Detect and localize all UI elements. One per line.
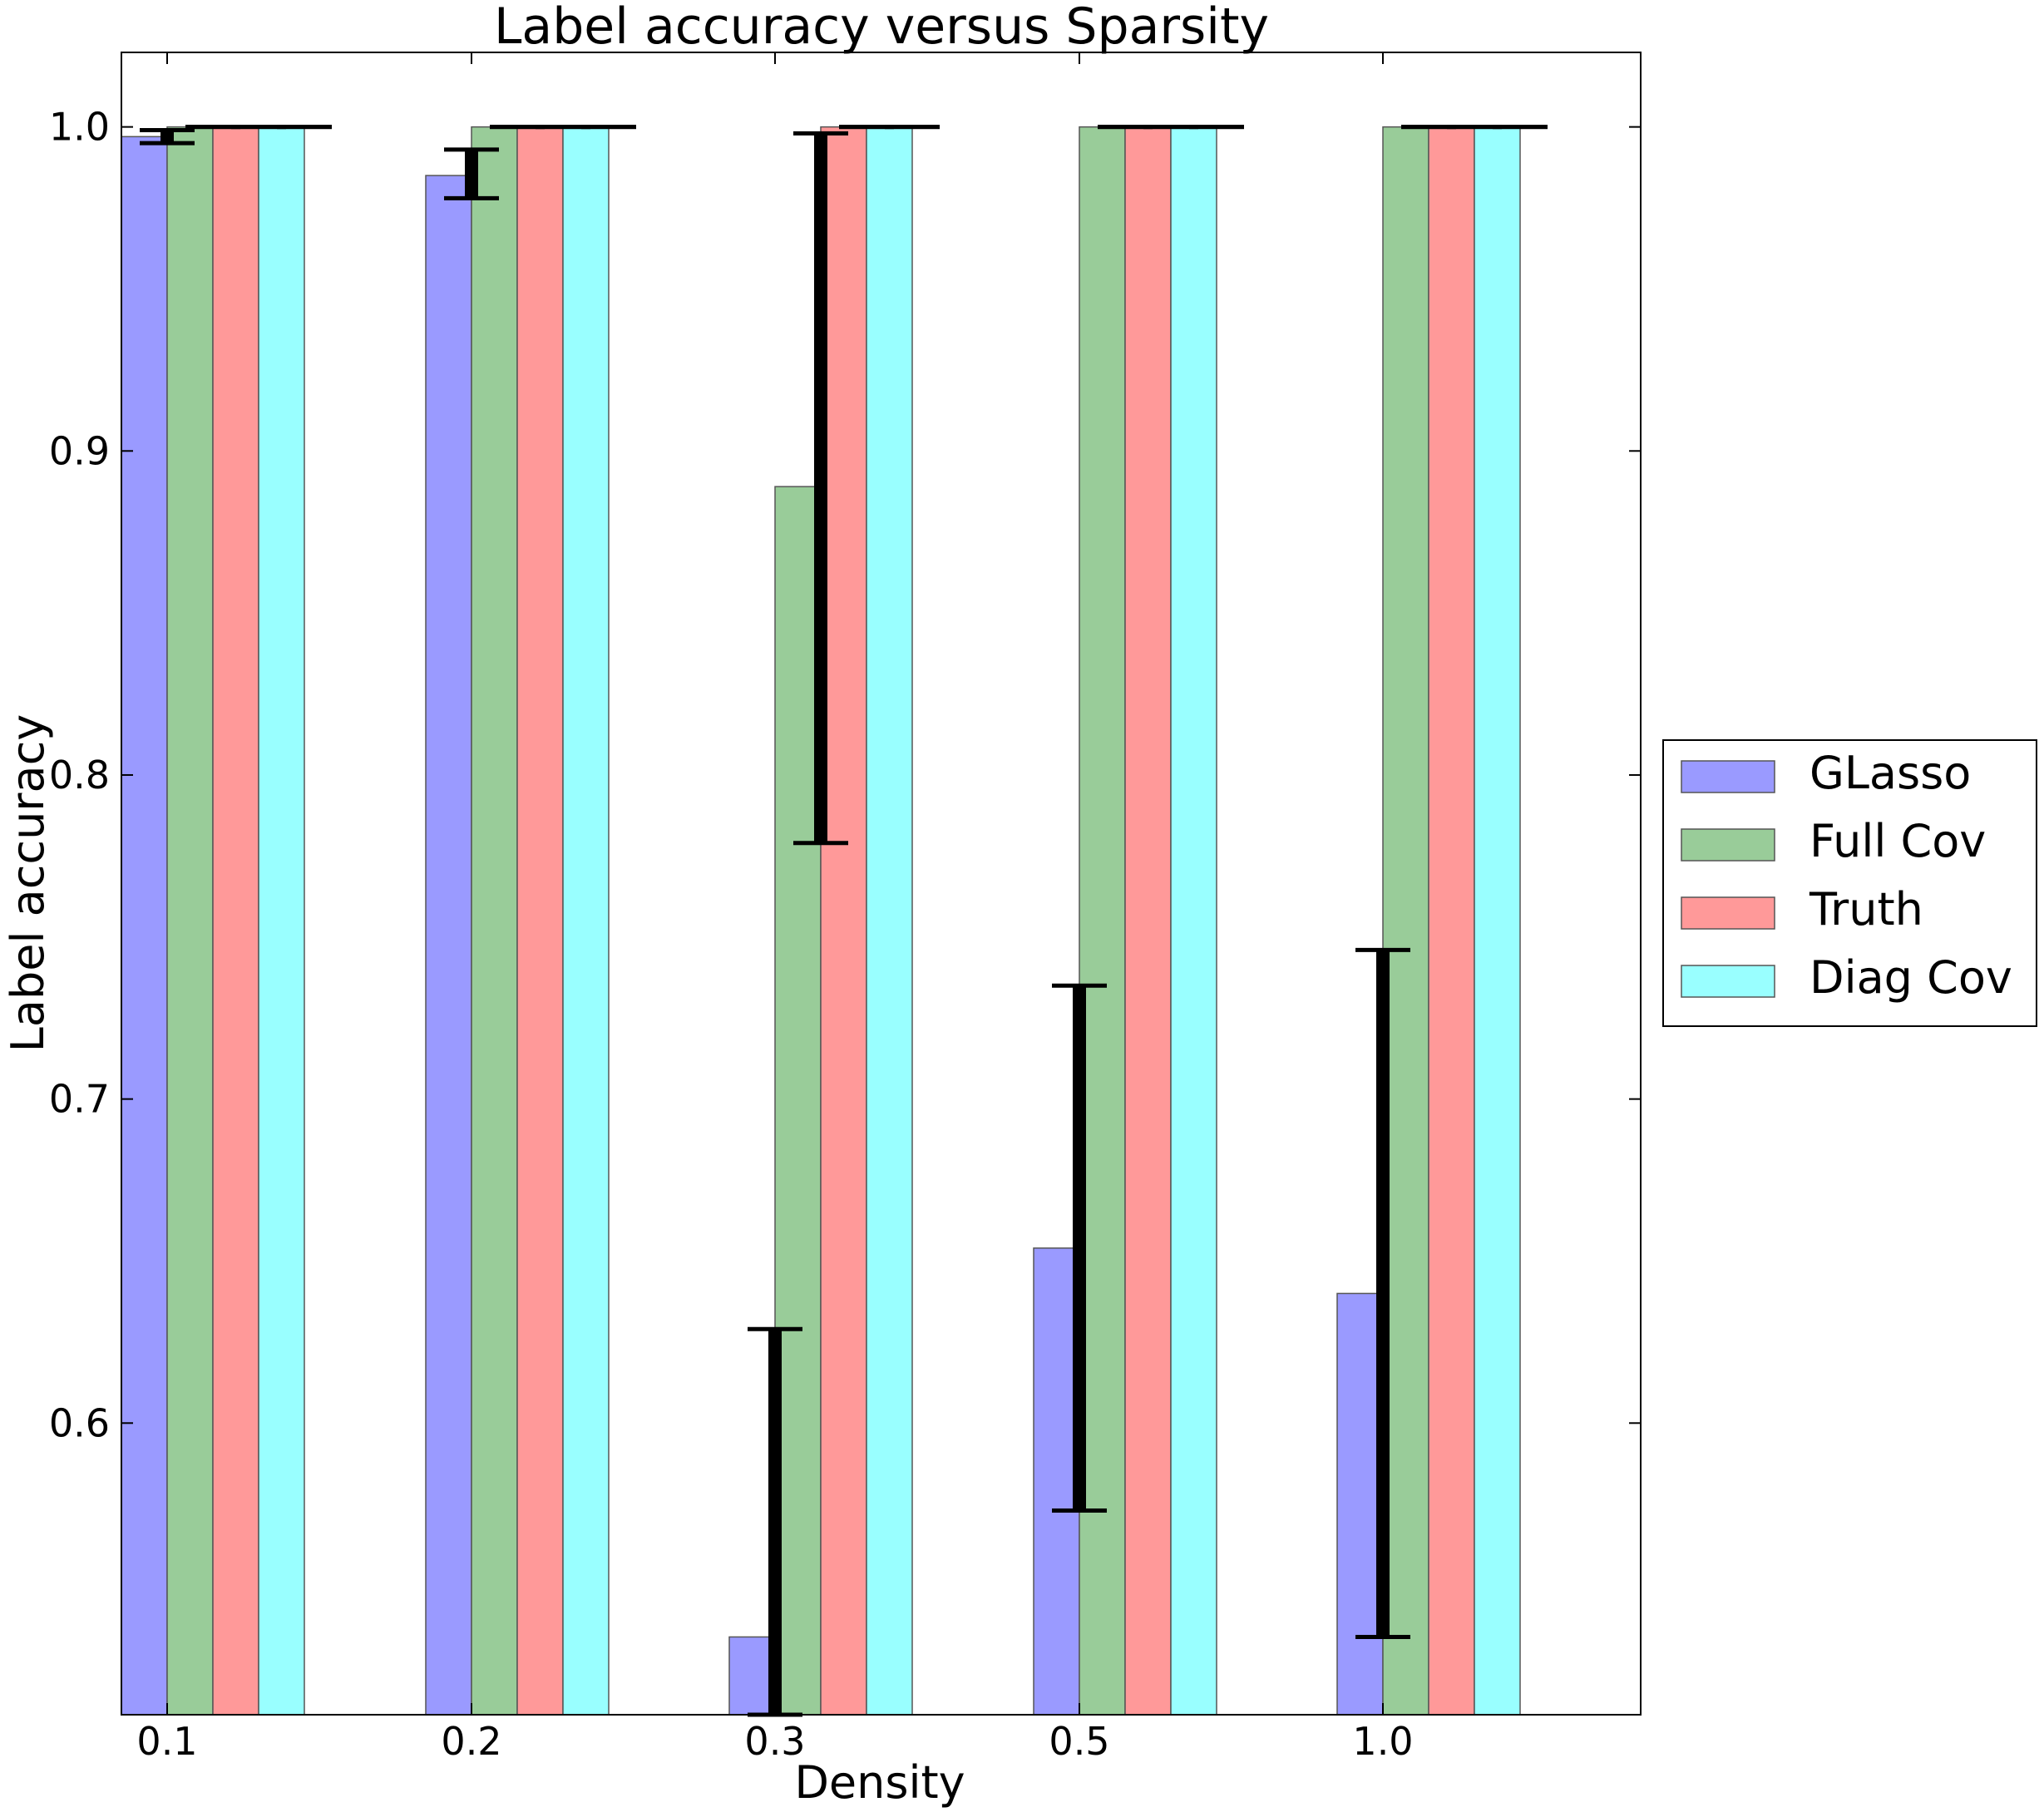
bar-glasso-0.3: [728, 1636, 776, 1716]
y-tick-label-0.9: 0.9: [49, 428, 110, 473]
bar-glasso-0.1: [121, 136, 168, 1716]
x-tick-label-0.1: 0.1: [136, 1719, 197, 1764]
errorbar-glasso-1.0: [1355, 947, 1410, 1639]
legend-label-glasso: GLasso: [1809, 747, 1971, 799]
bar-diag-cov-0.3: [866, 126, 913, 1716]
bar-diag-cov-1.0: [1474, 126, 1521, 1716]
bar-diag-cov-0.5: [1170, 126, 1217, 1716]
x-axis: 0.1 0.2 0.3 0.5 1.0: [136, 52, 1414, 1764]
x-tick-label-0.3: 0.3: [744, 1719, 805, 1764]
bar-truth-0.1: [212, 126, 259, 1716]
bar-glasso-0.5: [1033, 1247, 1080, 1716]
bar-truth-0.2: [516, 126, 564, 1716]
bar-full-cov-0.3: [774, 486, 822, 1716]
bar-truth-0.5: [1124, 126, 1172, 1716]
bar-full-cov-0.2: [471, 126, 518, 1716]
x-tick-label-0.5: 0.5: [1049, 1719, 1109, 1764]
y-tick-label-0.7: 0.7: [49, 1077, 110, 1122]
bar-truth-1.0: [1428, 126, 1475, 1716]
legend-swatch-truth: [1681, 896, 1775, 930]
x-tick-label-0.2: 0.2: [441, 1719, 501, 1764]
legend-items: GLasso Full Cov Truth Diag Cov: [1681, 747, 2012, 1004]
bar-full-cov-1.0: [1382, 126, 1429, 1716]
errorbars-layer: [140, 125, 1548, 1717]
errorbar-glasso-0.5: [1052, 983, 1107, 1513]
bar-full-cov-0.1: [166, 126, 214, 1716]
legend-swatch-diag-cov: [1681, 965, 1775, 998]
y-axis: 0.6 0.7 0.8 0.9 1.0: [49, 105, 1641, 1445]
bar-glasso-1.0: [1336, 1292, 1384, 1716]
y-tick-label-1.0: 1.0: [49, 105, 110, 150]
legend-label-truth: Truth: [1809, 883, 1923, 936]
bar-glasso-0.2: [425, 175, 472, 1716]
y-tick-label-0.8: 0.8: [49, 753, 110, 797]
bar-diag-cov-0.1: [258, 126, 305, 1716]
plot-frame: [121, 52, 1642, 1716]
y-axis-label: Label accuracy: [2, 714, 54, 1052]
legend: GLasso Full Cov Truth Diag Cov: [1662, 739, 2037, 1027]
bar-diag-cov-0.2: [562, 126, 610, 1716]
errorbar-glasso-0.1: [140, 128, 195, 146]
bar-truth-0.3: [820, 126, 867, 1716]
chart-title: Label accuracy versus Sparsity: [494, 0, 1269, 56]
x-axis-label: Density: [794, 1756, 965, 1809]
errorbar-glasso-0.2: [444, 147, 499, 200]
legend-swatch-glasso: [1681, 760, 1775, 793]
legend-label-full-cov: Full Cov: [1809, 815, 1986, 867]
legend-label-diag-cov: Diag Cov: [1809, 951, 2012, 1004]
bars-layer: [121, 126, 1521, 1716]
errorbar-full-cov-0.3: [793, 131, 848, 846]
bar-full-cov-0.5: [1079, 126, 1126, 1716]
y-tick-label-0.6: 0.6: [49, 1400, 110, 1445]
x-tick-label-1.0: 1.0: [1352, 1719, 1413, 1764]
legend-swatch-full-cov: [1681, 828, 1775, 862]
